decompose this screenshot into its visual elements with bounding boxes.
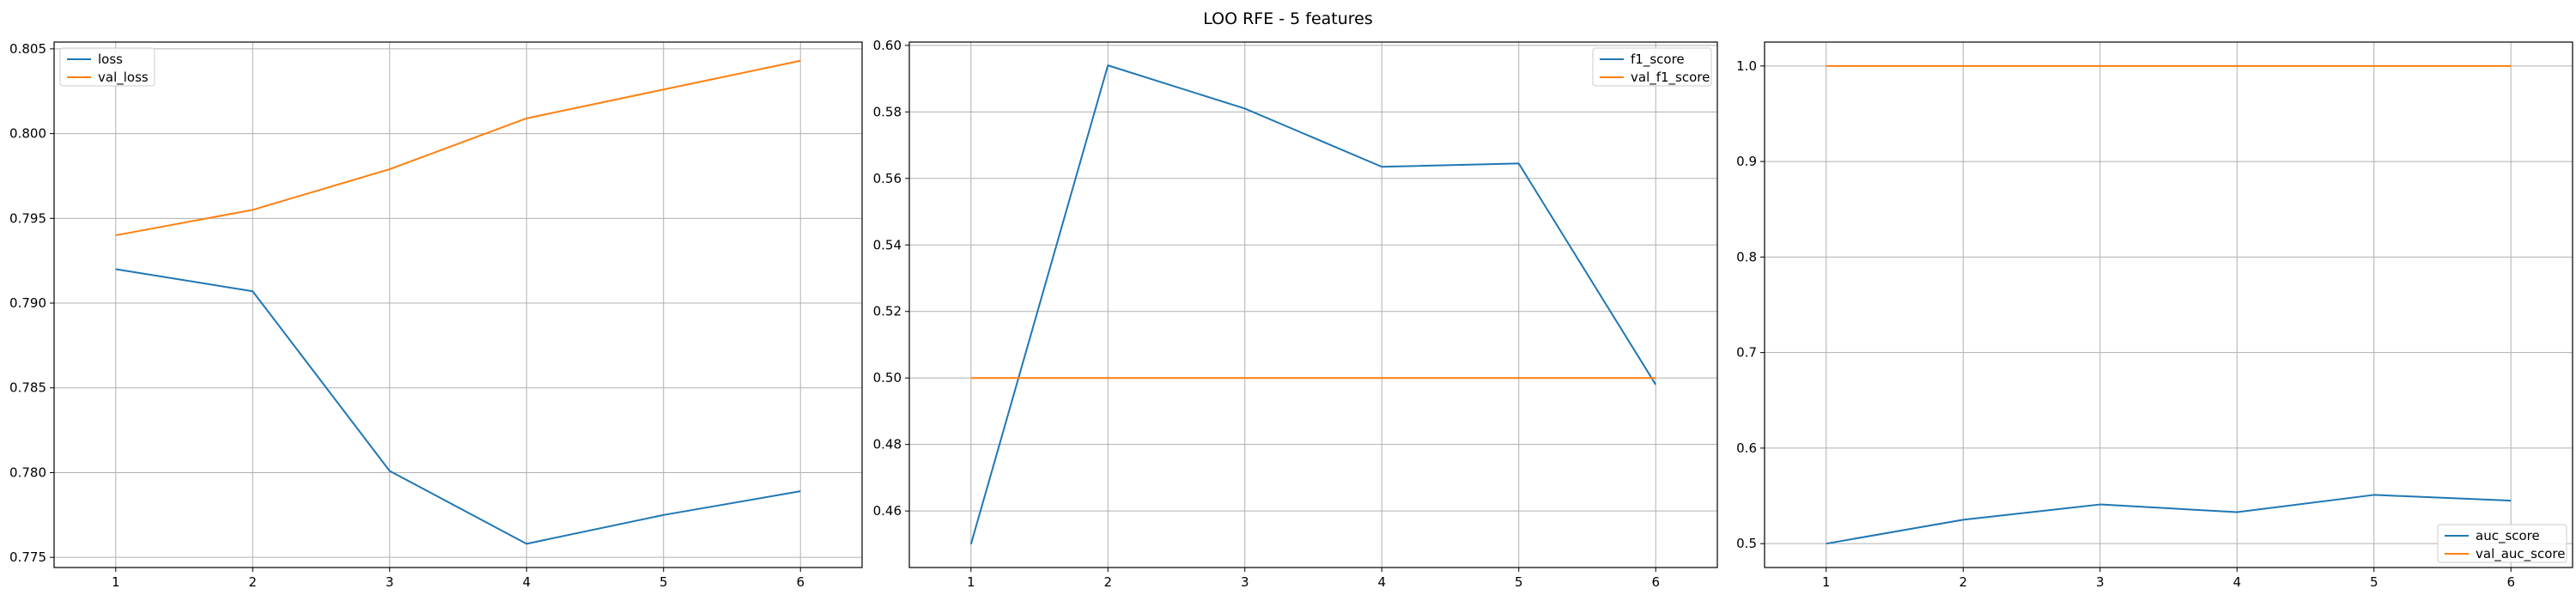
x-tick-label: 3 xyxy=(2096,574,2105,590)
x-tick-label: 2 xyxy=(248,574,257,590)
x-tick-label: 5 xyxy=(1515,574,1523,590)
x-tick-label: 2 xyxy=(1959,574,1967,590)
x-tick-label: 1 xyxy=(1822,574,1831,590)
y-tick-label: 0.58 xyxy=(873,104,902,119)
x-tick-label: 3 xyxy=(386,574,394,590)
y-tick-label: 0.8 xyxy=(1736,249,1757,264)
y-tick-label: 0.7 xyxy=(1736,345,1757,361)
chart-panel-3: 1 2 3 4 5 6 0.5 0.6 0.7 0.8 0.9 1.0 auc_score val_auc… xyxy=(1736,41,2573,590)
legend: f1_score val_f1_score xyxy=(1592,47,1712,87)
y-tick-label: 0.56 xyxy=(873,171,902,186)
legend-label: loss xyxy=(98,52,123,67)
chart-panel-2: 1 2 3 4 5 6 0.46 0.48 0.50 0.52 0.54 0.56 0.58 0.60 f1… xyxy=(873,38,1718,590)
y-tick-label: 0.52 xyxy=(873,304,902,319)
legend-label: val_f1_score xyxy=(1631,70,1710,86)
x-tick-label: 6 xyxy=(2506,574,2515,590)
y-tick-label: 1.0 xyxy=(1736,58,1757,74)
figure-title: LOO RFE - 5 features xyxy=(1203,9,1373,28)
series-line-loss xyxy=(115,268,801,545)
y-tick-label: 0.50 xyxy=(873,370,902,385)
y-tick-label: 0.795 xyxy=(9,210,46,226)
legend-box xyxy=(2437,524,2567,563)
y-tick-label: 0.775 xyxy=(9,549,46,565)
x-tick-label: 1 xyxy=(967,574,975,590)
charts-container: 1 2 3 4 5 60.7750.7800.7850.7900.7950.8000.80… xyxy=(9,38,2573,590)
x-tick-label: 4 xyxy=(522,574,531,590)
y-tick-label: 0.785 xyxy=(9,380,46,396)
y-tick-label: 0.5 xyxy=(1736,536,1757,551)
y-tick-label: 0.800 xyxy=(9,126,46,142)
y-tick-label: 0.46 xyxy=(873,503,902,519)
x-tick-label: 5 xyxy=(659,574,668,590)
y-tick-label: 0.790 xyxy=(9,295,46,311)
x-tick-label: 6 xyxy=(796,574,805,590)
axes-frame xyxy=(1764,41,2573,568)
x-tick-label: 1 xyxy=(112,574,120,590)
x-tick-label: 2 xyxy=(1103,574,1112,590)
series-line-f1_score xyxy=(969,64,1657,545)
y-tick-label: 0.54 xyxy=(873,237,902,252)
chart-panel-1: 1 2 3 4 5 6 0.775 0.780 0.785 0.790 0.795 0.800 0.80… xyxy=(9,41,863,590)
legend-label: f1_score xyxy=(1631,52,1685,68)
legend: loss val_loss xyxy=(59,47,155,87)
legend-label: val_auc_score xyxy=(2476,546,2566,562)
x-tick-label: 5 xyxy=(2370,574,2379,590)
series-line-val_loss xyxy=(115,59,801,237)
legend-label: val_loss xyxy=(98,70,149,86)
y-tick-label: 0.48 xyxy=(873,437,902,452)
axes-frame xyxy=(53,41,863,568)
x-tick-label: 6 xyxy=(1651,574,1660,590)
axes-frame xyxy=(908,41,1718,568)
x-tick-label: 3 xyxy=(1241,574,1249,590)
y-tick-label: 0.9 xyxy=(1736,154,1757,169)
y-tick-label: 0.60 xyxy=(873,38,902,53)
series-line-auc_score xyxy=(1826,494,2512,545)
y-tick-label: 0.780 xyxy=(9,464,46,480)
legend: auc_score val_auc_score xyxy=(2437,524,2567,563)
x-tick-label: 4 xyxy=(2233,574,2241,590)
y-tick-label: 0.805 xyxy=(9,41,46,57)
y-tick-label: 0.6 xyxy=(1736,440,1757,456)
x-tick-label: 4 xyxy=(1377,574,1386,590)
legend-label: auc_score xyxy=(2476,528,2540,544)
